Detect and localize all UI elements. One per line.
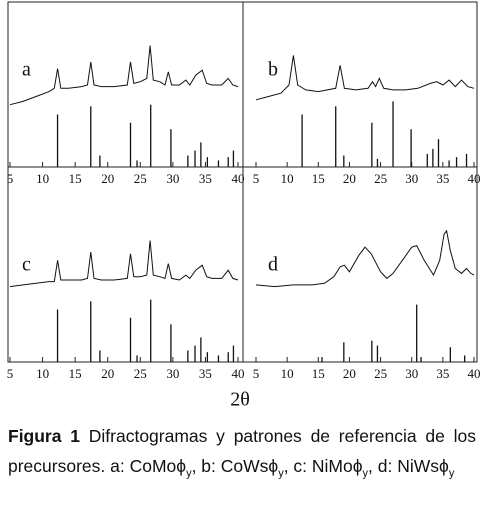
x-tick-label: 5: [253, 171, 260, 186]
x-tick-label: 40: [232, 366, 245, 381]
x-tick-label: 35: [199, 366, 212, 381]
caption-text: , b: CoWsϕ: [191, 456, 279, 476]
diffractogram: [9, 45, 239, 106]
x-tick-label: 30: [166, 171, 179, 186]
diffractogram: [255, 55, 475, 101]
x-tick-label: 10: [281, 366, 294, 381]
x-tick-label: 20: [343, 171, 356, 186]
x-tick-label: 25: [134, 366, 147, 381]
caption-text: , d: NiWsϕ: [368, 456, 449, 476]
x-tick-label: 30: [405, 366, 418, 381]
diffractogram: [255, 229, 475, 288]
x-axis-label: 2θ: [230, 389, 250, 411]
x-tick-label: 30: [166, 366, 179, 381]
x-tick-label: 30: [405, 171, 418, 186]
x-tick-label: 25: [374, 171, 387, 186]
x-tick-label: 10: [281, 171, 294, 186]
caption-sub: y: [186, 467, 192, 480]
x-tick-label: 15: [312, 171, 325, 186]
x-tick-label: 35: [436, 171, 449, 186]
x-tick-label: 40: [468, 171, 480, 186]
x-tick-label: 15: [312, 366, 325, 381]
x-tick-label: 35: [199, 171, 212, 186]
x-tick-label: 35: [436, 366, 449, 381]
caption-text: Difractogramas y patrones de referencia …: [8, 426, 476, 476]
panel-label: d: [268, 254, 278, 276]
panel-label: a: [22, 59, 31, 81]
x-tick-label: 10: [36, 366, 49, 381]
caption: Figura 1 Difractogramas y patrones de re…: [8, 421, 476, 489]
x-tick-label: 5: [7, 171, 14, 186]
diffractogram: [9, 240, 239, 288]
x-tick-label: 40: [468, 366, 480, 381]
x-tick-label: 15: [69, 171, 82, 186]
x-tick-label: 5: [7, 366, 14, 381]
caption-sub: y: [448, 467, 455, 480]
x-tick-label: 10: [36, 171, 49, 186]
x-tick-label: 25: [134, 171, 147, 186]
caption-label: Figura 1: [8, 426, 80, 446]
figure: 2θ a 5 10 15 20 25 30 35 40 b 5 10 15 20 25 30 35 40 c 5 10 1…: [7, 1, 480, 411]
x-tick-label: 20: [101, 366, 114, 381]
caption-text: , c: NiMoϕ: [283, 456, 363, 476]
caption-sub: y: [278, 467, 284, 480]
x-tick-label: 20: [343, 366, 356, 381]
panel-label: c: [22, 254, 31, 276]
panel-label: b: [268, 59, 278, 81]
caption-sub: y: [362, 467, 369, 480]
x-tick-label: 15: [69, 366, 82, 381]
x-tick-label: 5: [253, 366, 260, 381]
x-tick-label: 25: [374, 366, 387, 381]
x-tick-label: 20: [101, 171, 114, 186]
x-tick-label: 40: [232, 171, 245, 186]
